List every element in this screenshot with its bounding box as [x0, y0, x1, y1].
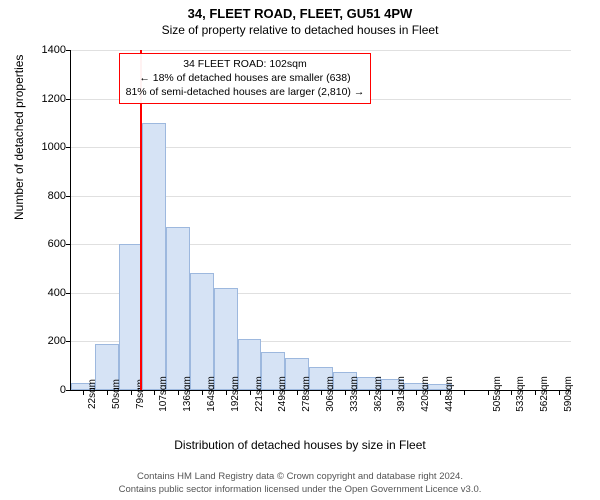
ytick-mark	[66, 341, 71, 342]
info-line: 34 FLEET ROAD: 102sqm	[126, 57, 365, 71]
ytick-label: 1200	[26, 93, 66, 105]
title-sub: Size of property relative to detached ho…	[0, 21, 600, 37]
xtick-label: 533sqm	[515, 376, 526, 412]
xtick-mark	[154, 390, 155, 395]
xtick-mark	[488, 390, 489, 395]
xtick-mark	[321, 390, 322, 395]
info-line: ← 18% of detached houses are smaller (63…	[126, 71, 365, 85]
y-axis-label: Number of detached properties	[12, 55, 26, 220]
ytick-label: 200	[26, 335, 66, 347]
xtick-mark	[416, 390, 417, 395]
xtick-mark	[226, 390, 227, 395]
xtick-label: 505sqm	[492, 376, 503, 412]
xtick-mark	[273, 390, 274, 395]
ytick-mark	[66, 390, 71, 391]
histogram-bar	[214, 288, 238, 390]
xtick-mark	[559, 390, 560, 395]
xtick-label: 448sqm	[444, 376, 455, 412]
footer-line: Contains public sector information licen…	[0, 484, 600, 496]
ytick-label: 1000	[26, 141, 66, 153]
xtick-mark	[83, 390, 84, 395]
xtick-mark	[107, 390, 108, 395]
gridline	[71, 50, 571, 51]
xtick-mark	[178, 390, 179, 395]
xtick-mark	[511, 390, 512, 395]
footer-attribution: Contains HM Land Registry data © Crown c…	[0, 471, 600, 496]
xtick-mark	[369, 390, 370, 395]
histogram-bar	[119, 244, 143, 390]
histogram-bar	[166, 227, 190, 390]
footer-line: Contains HM Land Registry data © Crown c…	[0, 471, 600, 483]
xtick-mark	[250, 390, 251, 395]
xtick-mark	[202, 390, 203, 395]
info-box: 34 FLEET ROAD: 102sqm← 18% of detached h…	[119, 53, 372, 104]
ytick-label: 800	[26, 190, 66, 202]
ytick-mark	[66, 244, 71, 245]
xtick-mark	[535, 390, 536, 395]
xtick-mark	[345, 390, 346, 395]
ytick-mark	[66, 196, 71, 197]
xtick-mark	[440, 390, 441, 395]
ytick-mark	[66, 147, 71, 148]
x-axis-label: Distribution of detached houses by size …	[0, 438, 600, 452]
histogram-bar	[142, 123, 166, 390]
xtick-label: 420sqm	[420, 376, 431, 412]
ytick-label: 0	[26, 384, 66, 396]
xtick-mark	[392, 390, 393, 395]
xtick-label: 562sqm	[539, 376, 550, 412]
ytick-mark	[66, 99, 71, 100]
xtick-mark	[297, 390, 298, 395]
xtick-mark	[131, 390, 132, 395]
histogram-bar	[190, 273, 214, 390]
ytick-label: 1400	[26, 44, 66, 56]
chart-area: 22sqm50sqm79sqm107sqm136sqm164sqm192sqm2…	[70, 50, 570, 390]
ytick-mark	[66, 50, 71, 51]
ytick-label: 600	[26, 238, 66, 250]
xtick-label: 391sqm	[396, 376, 407, 412]
xtick-label: 590sqm	[563, 376, 574, 412]
title-main: 34, FLEET ROAD, FLEET, GU51 4PW	[0, 0, 600, 21]
info-line: 81% of semi-detached houses are larger (…	[126, 85, 365, 99]
plot-region: 22sqm50sqm79sqm107sqm136sqm164sqm192sqm2…	[70, 50, 571, 391]
xtick-mark	[464, 390, 465, 395]
chart-container: 34, FLEET ROAD, FLEET, GU51 4PW Size of …	[0, 0, 600, 500]
ytick-mark	[66, 293, 71, 294]
ytick-label: 400	[26, 287, 66, 299]
